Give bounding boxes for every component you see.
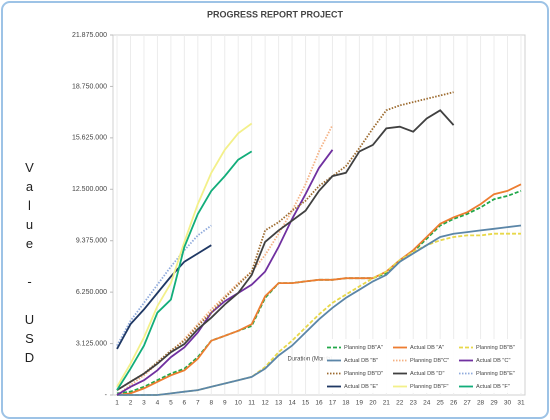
legend-label: Actual DB "F" [476,384,510,390]
series-line [116,122,253,388]
y-tick-label: 3.125.000 [76,340,107,347]
legend-label: Actual DB "E" [344,384,378,390]
legend-label: Actual DB "C" [476,358,510,364]
y-axis-label: Value - USD [22,160,37,369]
series-line [116,244,212,350]
legend-label: Planning DB"B" [476,345,515,351]
series-line [116,190,522,395]
y-tick-label: - [105,392,108,399]
x-tick-label: 30 [504,400,512,407]
x-tick-label: 7 [196,400,200,407]
series-line [116,91,454,391]
legend-label: Planning DB"D" [344,371,383,377]
x-tick-label: 28 [477,400,485,407]
legend-label: Actual DB "B" [344,358,378,364]
x-tick-label: 3 [142,400,146,407]
y-tick-label: 12.500.000 [72,186,107,193]
legend-label: Planning DB"A" [344,345,383,351]
y-tick-label: 21.875.000 [72,32,107,39]
x-tick-label: 9 [223,400,227,407]
x-tick-label: 16 [315,400,323,407]
x-tick-label: 27 [463,400,471,407]
x-tick-label: 18 [342,400,350,407]
x-tick-label: 4 [156,400,160,407]
series-line [117,224,522,396]
y-tick-label: 9.375.000 [76,238,107,245]
legend-label: Actual DB "D" [410,371,444,377]
x-tick-label: 17 [329,400,337,407]
x-tick-label: 6 [183,400,187,407]
legend-label: Planning DB"C" [410,358,449,364]
x-tick-label: 12 [262,400,270,407]
x-tick-label: 23 [410,400,418,407]
x-tick-label: 22 [396,400,404,407]
x-tick-label: 21 [383,400,391,407]
series-line [116,224,212,347]
x-tick-label: 25 [437,400,445,407]
x-tick-label: 1 [115,400,119,407]
x-tick-label: 24 [423,400,431,407]
legend-label: Planning DB"F" [410,384,448,390]
x-tick-label: 29 [490,400,498,407]
x-tick-label: 20 [369,400,377,407]
chart-title: PROGRESS REPORT PROJECT [207,9,344,19]
x-tick-label: 26 [450,400,458,407]
y-tick-label: 6.250.000 [76,289,107,296]
series-line [116,149,334,396]
y-tick-label: 15.625.000 [72,135,107,142]
x-tick-label: 2 [129,400,133,407]
legend-label: Planning DB"E" [476,371,515,377]
x-tick-label: 11 [248,400,255,407]
x-tick-label: 13 [275,400,283,407]
x-tick-label: 15 [302,400,310,407]
y-tick-label: 18.750.000 [72,83,107,90]
legend-box [323,339,523,393]
x-axis-label: Duration (Month) [287,357,332,363]
x-tick-label: 5 [169,400,173,407]
x-tick-label: 10 [235,400,243,407]
x-tick-label: 14 [288,400,296,407]
series-line [116,183,522,396]
x-tick-label: 31 [517,400,525,407]
legend-label: Actual DB "A" [410,345,444,351]
series-line [116,109,455,391]
x-tick-label: 19 [356,400,364,407]
x-tick-label: 8 [209,400,213,407]
series-line [116,150,253,391]
